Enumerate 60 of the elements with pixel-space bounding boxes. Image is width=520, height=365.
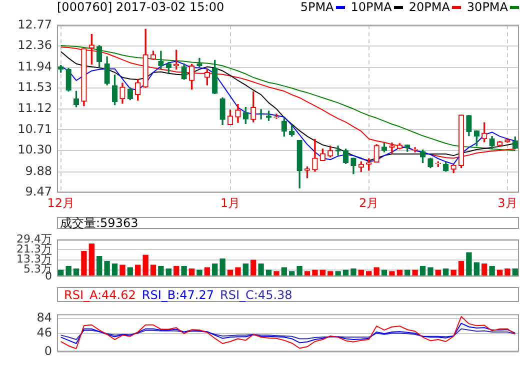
text: RSI_C:45.38	[220, 288, 292, 302]
legend-label: 20PMA	[408, 0, 450, 14]
chart-title: 成交量:59363	[60, 214, 138, 232]
bar	[142, 254, 148, 276]
bar	[158, 266, 164, 276]
bar	[174, 266, 180, 276]
bar	[88, 244, 94, 276]
chart-title: [000760] 2017-03-02 15:00	[57, 0, 224, 14]
y-tick-label: 11.12	[18, 101, 52, 116]
bar	[212, 264, 218, 276]
bar	[66, 266, 72, 276]
bar	[389, 271, 395, 276]
y-tick-label: 0	[44, 344, 52, 358]
bar	[420, 266, 426, 276]
text: RSI_A:44.62	[64, 288, 136, 302]
bar	[335, 271, 341, 276]
bar	[274, 271, 280, 276]
x-tick-label: 3月	[498, 196, 518, 210]
bar	[242, 264, 248, 276]
bar	[312, 270, 318, 276]
y-tick-label: 46	[36, 326, 52, 340]
y-tick-label: 11.53	[18, 80, 52, 94]
bar	[458, 261, 464, 276]
bar	[350, 268, 356, 276]
bar	[181, 266, 187, 276]
bar	[374, 267, 380, 276]
candlestick	[335, 146, 341, 156]
bar	[474, 262, 480, 276]
y-tick-label: 84	[36, 310, 52, 325]
x-tick-label: 2月	[359, 196, 379, 210]
bar	[412, 270, 418, 276]
bar	[296, 266, 302, 276]
bar	[104, 261, 110, 276]
x-tick-label: 1月	[220, 196, 240, 210]
bar	[120, 264, 126, 276]
legend-label: 30PMA	[466, 0, 508, 14]
bar	[250, 260, 256, 276]
bar	[428, 267, 434, 276]
legend-label: 10PMA	[350, 0, 392, 14]
text: RSI_B:47.27	[142, 288, 214, 302]
bar	[220, 258, 226, 276]
bar	[196, 270, 202, 276]
y-tick-label: 29.4万	[16, 232, 52, 246]
y-tick-label: 10.30	[18, 142, 52, 157]
bar	[235, 267, 241, 276]
bar	[96, 256, 102, 276]
y-tick-label: 10.71	[18, 122, 52, 136]
legend-label: 5PMA	[300, 0, 334, 14]
bar	[466, 252, 472, 276]
bar	[450, 270, 456, 276]
bar	[258, 264, 264, 276]
y-tick-label: 9.88	[25, 164, 52, 178]
bar	[489, 266, 495, 276]
bar	[112, 264, 118, 276]
y-tick-label: 12.77	[18, 17, 52, 32]
y-tick-label: 12.36	[18, 38, 52, 52]
bar	[482, 264, 488, 276]
bar	[81, 251, 87, 276]
bar	[504, 268, 510, 276]
y-tick-label: 11.94	[18, 59, 52, 74]
